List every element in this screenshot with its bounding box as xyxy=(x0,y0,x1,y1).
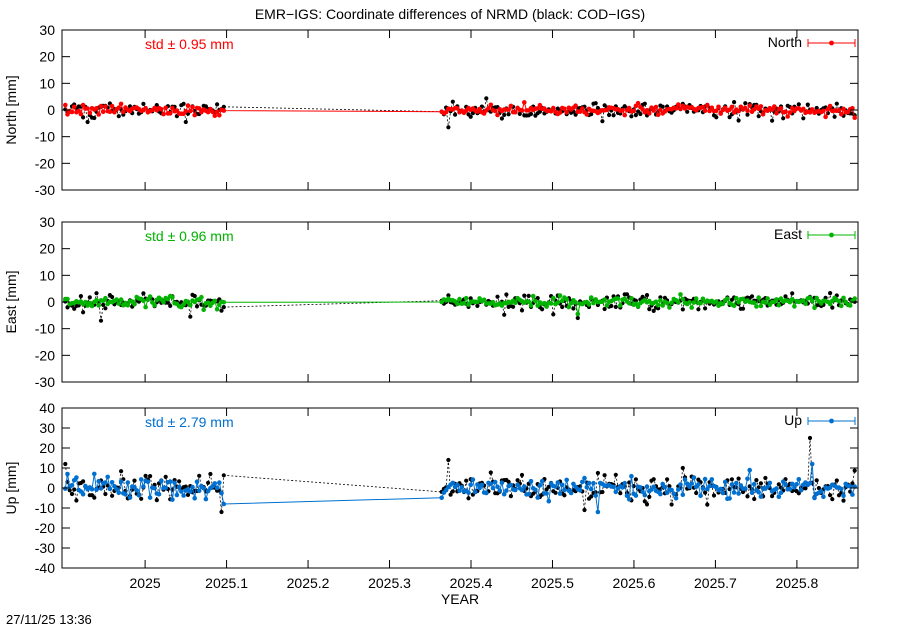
svg-text:0: 0 xyxy=(47,480,55,496)
up-y-axis: -40 -30 -20 -10 0 10 20 30 40 xyxy=(35,400,858,576)
svg-text:2025: 2025 xyxy=(130,575,161,591)
up-cod-line xyxy=(64,437,856,513)
svg-text:-30: -30 xyxy=(35,182,55,198)
svg-text:40: 40 xyxy=(39,400,55,416)
east-std-label: std ± 0.96 mm xyxy=(145,228,234,244)
svg-text:-10: -10 xyxy=(35,129,55,145)
svg-text:-10: -10 xyxy=(35,321,55,337)
up-series-emr-igs xyxy=(63,461,857,515)
east-x-axis xyxy=(144,222,798,382)
up-series-cod-igs xyxy=(63,435,857,515)
svg-text:2025.3: 2025.3 xyxy=(368,575,411,591)
east-panel: -30 -20 -10 0 10 20 30 East [mm] std ± 0.96 mm Ea… xyxy=(3,214,859,390)
svg-text:10: 10 xyxy=(39,460,55,476)
up-std-label: std ± 2.79 mm xyxy=(145,414,234,430)
svg-text:30: 30 xyxy=(39,420,55,436)
svg-text:-30: -30 xyxy=(35,540,55,556)
svg-text:-30: -30 xyxy=(35,374,55,390)
up-legend-label: Up xyxy=(784,412,802,428)
svg-text:2025.8: 2025.8 xyxy=(775,575,818,591)
up-legend: Up xyxy=(784,412,856,428)
svg-text:2025.1: 2025.1 xyxy=(205,575,248,591)
up-x-axis: 2025 2025.1 2025.2 2025.3 2025.4 2025.5 2025.6… xyxy=(130,408,819,591)
svg-text:20: 20 xyxy=(39,440,55,456)
svg-text:2025.6: 2025.6 xyxy=(613,575,656,591)
svg-text:-20: -20 xyxy=(35,520,55,536)
svg-text:10: 10 xyxy=(39,267,55,283)
north-ylabel: North [mm] xyxy=(3,75,19,144)
east-ylabel: East [mm] xyxy=(3,270,19,333)
up-ylabel: Up [mm] xyxy=(3,462,19,515)
east-series-emr-igs xyxy=(63,292,857,317)
svg-text:30: 30 xyxy=(39,22,55,38)
chart-title: EMR−IGS: Coordinate differences of NRMD … xyxy=(254,6,646,22)
timestamp: 27/11/25 13:36 xyxy=(6,612,92,627)
svg-text:2025.4: 2025.4 xyxy=(450,575,493,591)
svg-text:0: 0 xyxy=(47,102,55,118)
north-x-axis xyxy=(144,30,798,190)
north-legend: North xyxy=(768,34,856,50)
east-legend-label: East xyxy=(774,226,802,242)
svg-text:-40: -40 xyxy=(35,560,55,576)
svg-text:2025.5: 2025.5 xyxy=(531,575,574,591)
svg-text:0: 0 xyxy=(47,294,55,310)
svg-text:20: 20 xyxy=(39,241,55,257)
svg-text:30: 30 xyxy=(39,214,55,230)
north-y-axis: -30 -20 -10 0 10 20 30 xyxy=(35,22,858,198)
north-panel: -30 -20 -10 0 10 20 30 North [mm] std ± 0.95 mm N… xyxy=(3,22,859,198)
svg-text:-20: -20 xyxy=(35,347,55,363)
svg-text:-10: -10 xyxy=(35,500,55,516)
x-axis-label: YEAR xyxy=(441,591,479,607)
north-std-label: std ± 0.95 mm xyxy=(145,36,234,52)
north-series-emr-igs xyxy=(63,100,857,120)
east-y-axis: -30 -20 -10 0 10 20 30 xyxy=(35,214,858,390)
svg-text:10: 10 xyxy=(39,75,55,91)
svg-text:-20: -20 xyxy=(35,155,55,171)
svg-text:2025.2: 2025.2 xyxy=(287,575,330,591)
north-legend-label: North xyxy=(768,34,802,50)
svg-text:20: 20 xyxy=(39,49,55,65)
svg-text:2025.7: 2025.7 xyxy=(694,575,737,591)
east-legend: East xyxy=(774,226,856,242)
